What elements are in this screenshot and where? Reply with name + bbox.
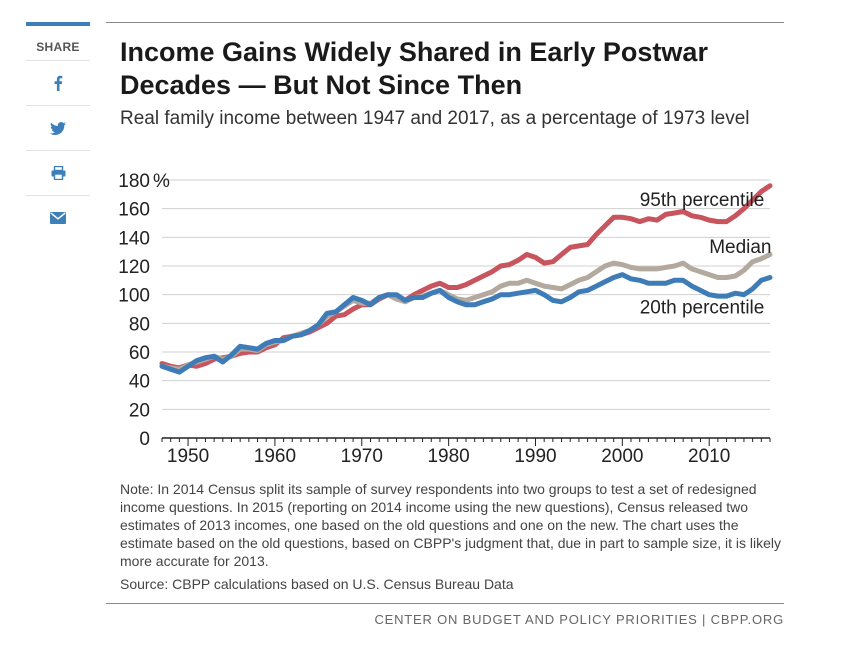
share-button-list	[26, 60, 90, 240]
y-tick-label-180: 180	[118, 171, 150, 192]
y-tick-label-140: 140	[118, 228, 150, 249]
y-tick-label-40: 40	[129, 372, 150, 393]
y-tick-label-20: 20	[129, 400, 150, 421]
header-rule	[106, 22, 784, 23]
x-tick-label-1950: 1950	[167, 446, 209, 467]
x-tick-label-1990: 1990	[514, 446, 556, 467]
y-tick-label-80: 80	[129, 314, 150, 335]
series-label-95th-percentile: 95th percentile	[640, 190, 765, 211]
share-print-button[interactable]	[26, 151, 90, 196]
line-chart: 0 20 40 60 80 100 120 140 160 180 % 1950 1960 1970 198…	[118, 171, 773, 467]
x-tick-label-2010: 2010	[688, 446, 730, 467]
y-tick-label-160: 160	[118, 200, 150, 221]
series-label-20th-percentile: 20th percentile	[640, 297, 765, 318]
y-tick-unit: %	[153, 171, 170, 192]
x-tick-label-2000: 2000	[601, 446, 643, 467]
series-line-20th-percentile	[159, 272, 773, 375]
series-label-median: Median	[709, 237, 771, 258]
share-email-button[interactable]	[26, 196, 90, 240]
twitter-icon	[50, 121, 66, 135]
print-icon	[51, 166, 65, 180]
y-tick-label-120: 120	[118, 257, 150, 278]
axis-layer: 0 20 40 60 80 100 120 140 160 180 % 1950 1960 1970 198…	[118, 171, 771, 467]
chart-note: Note: In 2014 Census split its sample of…	[120, 481, 782, 569]
chart-source: Source: CBPP calculations based on U.S. …	[120, 576, 514, 592]
share-facebook-button[interactable]	[26, 61, 90, 106]
email-icon	[50, 212, 66, 224]
y-tick-label-60: 60	[129, 343, 150, 364]
y-tick-label-0: 0	[139, 429, 150, 450]
series-layer	[159, 183, 773, 375]
y-tick-label-100: 100	[118, 286, 150, 307]
x-tick-label-1960: 1960	[254, 446, 296, 467]
share-sidebar: SHARE	[26, 22, 90, 240]
x-tick-label-1980: 1980	[427, 446, 469, 467]
share-label: SHARE	[36, 40, 80, 54]
share-twitter-button[interactable]	[26, 106, 90, 151]
chart-subtitle: Real family income between 1947 and 2017…	[120, 108, 750, 129]
grid-layer	[162, 179, 770, 439]
x-tick-label-1970: 1970	[341, 446, 383, 467]
series-line-95th-percentile	[159, 183, 773, 371]
series-label-layer: 95th percentile Median 20th percentile	[640, 190, 772, 318]
facebook-icon	[54, 75, 63, 91]
share-accent-rule	[26, 22, 90, 26]
footer-credit: CENTER ON BUDGET AND POLICY PRIORITIES |…	[374, 612, 784, 627]
footer-rule	[106, 603, 784, 604]
chart-title: Income Gains Widely Shared in Early Post…	[120, 37, 708, 100]
